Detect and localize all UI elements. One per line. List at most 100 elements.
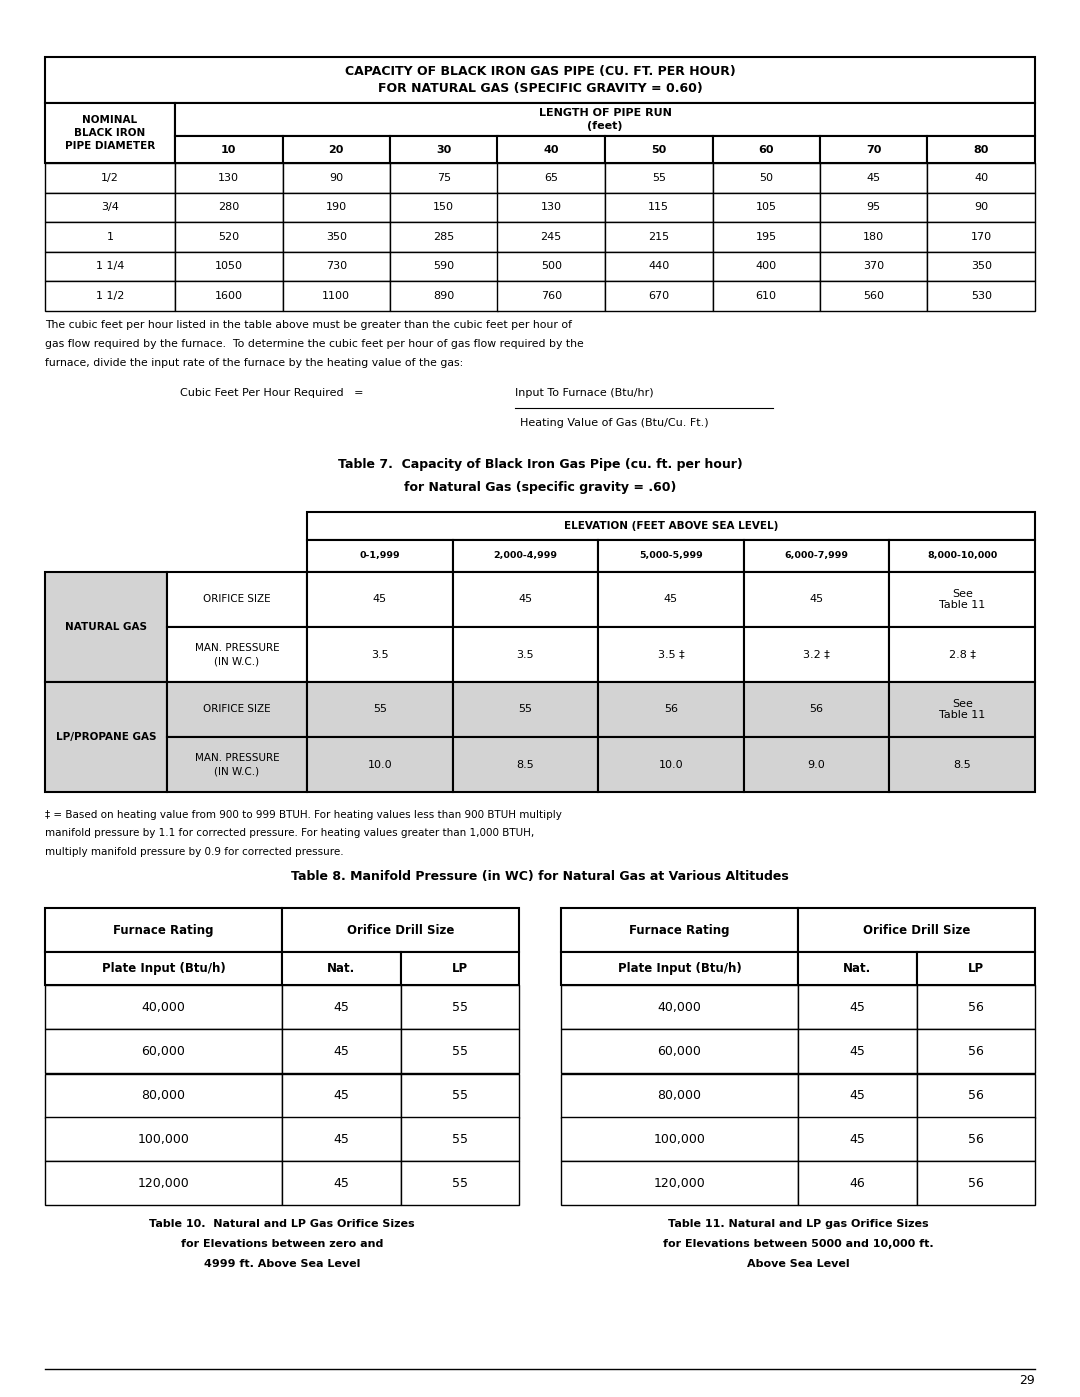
Bar — [282, 985, 401, 1030]
Bar — [744, 541, 890, 571]
Text: 80: 80 — [973, 144, 989, 155]
Text: 55: 55 — [451, 1002, 468, 1014]
Text: 45: 45 — [664, 595, 678, 605]
Text: 6,000-7,999: 6,000-7,999 — [784, 552, 849, 560]
Text: Plate Input (Btu/h): Plate Input (Btu/h) — [102, 963, 226, 975]
Bar — [917, 985, 1035, 1030]
Text: 45: 45 — [849, 1045, 865, 1058]
Bar — [561, 953, 798, 985]
Text: 9.0: 9.0 — [808, 760, 825, 770]
Text: 4999 ft. Above Sea Level: 4999 ft. Above Sea Level — [204, 1260, 361, 1270]
Bar — [598, 541, 744, 571]
Text: 1100: 1100 — [322, 291, 350, 300]
Bar — [282, 1161, 401, 1206]
Text: 56: 56 — [968, 1178, 984, 1190]
Bar — [820, 281, 928, 310]
Bar — [798, 1030, 917, 1073]
Bar — [282, 1073, 401, 1118]
Bar — [307, 682, 453, 738]
Text: 80,000: 80,000 — [141, 1090, 186, 1102]
Bar — [561, 1073, 798, 1118]
Bar — [917, 1118, 1035, 1161]
Text: 730: 730 — [326, 261, 347, 271]
Text: 130: 130 — [541, 203, 562, 212]
Bar — [453, 682, 598, 738]
Text: Nat.: Nat. — [843, 963, 872, 975]
Text: 55: 55 — [451, 1133, 468, 1146]
Text: 55: 55 — [518, 704, 532, 714]
Bar — [390, 136, 498, 163]
Text: 20: 20 — [328, 144, 343, 155]
Text: 45: 45 — [518, 595, 532, 605]
Bar — [928, 281, 1035, 310]
Bar — [744, 627, 890, 682]
Text: 8.5: 8.5 — [516, 760, 535, 770]
Bar — [605, 193, 713, 222]
Bar — [890, 541, 1035, 571]
Text: Orifice Drill Size: Orifice Drill Size — [863, 923, 970, 937]
Text: LP: LP — [968, 963, 984, 975]
Bar — [713, 193, 820, 222]
Bar — [744, 738, 890, 792]
Text: 80,000: 80,000 — [658, 1090, 702, 1102]
Bar — [307, 541, 453, 571]
Text: Furnace Rating: Furnace Rating — [113, 923, 214, 937]
Bar — [820, 163, 928, 193]
Bar — [167, 571, 307, 627]
Text: 29: 29 — [1020, 1375, 1035, 1387]
Bar — [890, 682, 1035, 738]
Text: 120,000: 120,000 — [137, 1178, 189, 1190]
Text: CAPACITY OF BLACK IRON GAS PIPE (CU. FT. PER HOUR)
FOR NATURAL GAS (SPECIFIC GRA: CAPACITY OF BLACK IRON GAS PIPE (CU. FT.… — [345, 66, 735, 95]
Text: Table 8. Manifold Pressure (in WC) for Natural Gas at Various Altitudes: Table 8. Manifold Pressure (in WC) for N… — [292, 870, 788, 883]
Bar — [605, 222, 713, 251]
Bar — [175, 281, 283, 310]
Bar — [917, 1161, 1035, 1206]
Bar — [45, 1161, 282, 1206]
Text: 90: 90 — [974, 203, 988, 212]
Bar — [307, 738, 453, 792]
Text: MAN. PRESSURE
(IN W.C.): MAN. PRESSURE (IN W.C.) — [194, 753, 280, 777]
Text: 45: 45 — [334, 1178, 349, 1190]
Text: 55: 55 — [451, 1178, 468, 1190]
Text: 195: 195 — [756, 232, 777, 242]
Bar — [175, 136, 283, 163]
Bar — [45, 1118, 282, 1161]
Bar — [45, 163, 175, 193]
Bar — [561, 985, 798, 1030]
Text: 10.0: 10.0 — [367, 760, 392, 770]
Bar — [307, 511, 1035, 541]
Text: 60,000: 60,000 — [141, 1045, 186, 1058]
Text: gas flow required by the furnace.  To determine the cubic feet per hour of gas f: gas flow required by the furnace. To det… — [45, 339, 584, 349]
Text: 245: 245 — [541, 232, 562, 242]
Text: NATURAL GAS: NATURAL GAS — [65, 622, 147, 631]
Bar — [598, 738, 744, 792]
Bar — [45, 251, 175, 281]
Bar — [282, 1030, 401, 1073]
Text: 45: 45 — [810, 595, 824, 605]
Bar — [283, 163, 390, 193]
Bar — [401, 1161, 519, 1206]
Text: 50: 50 — [651, 144, 666, 155]
Bar — [498, 251, 605, 281]
Bar — [498, 281, 605, 310]
Text: Table 7.  Capacity of Black Iron Gas Pipe (cu. ft. per hour): Table 7. Capacity of Black Iron Gas Pipe… — [338, 458, 742, 471]
Bar — [390, 163, 498, 193]
Text: 150: 150 — [433, 203, 455, 212]
Text: 55: 55 — [451, 1045, 468, 1058]
Text: LP/PROPANE GAS: LP/PROPANE GAS — [56, 732, 157, 742]
Text: 40,000: 40,000 — [141, 1002, 186, 1014]
Text: 2,000-4,999: 2,000-4,999 — [494, 552, 557, 560]
Bar — [401, 1030, 519, 1073]
Text: 190: 190 — [326, 203, 347, 212]
Text: 1050: 1050 — [215, 261, 243, 271]
Text: 1: 1 — [107, 232, 113, 242]
Bar — [890, 571, 1035, 627]
Text: 55: 55 — [373, 704, 387, 714]
Text: 45: 45 — [849, 1002, 865, 1014]
Bar — [561, 1161, 798, 1206]
Bar — [45, 985, 282, 1030]
Text: 610: 610 — [756, 291, 777, 300]
Bar — [561, 908, 798, 953]
Text: LP: LP — [451, 963, 468, 975]
Bar — [45, 222, 175, 251]
